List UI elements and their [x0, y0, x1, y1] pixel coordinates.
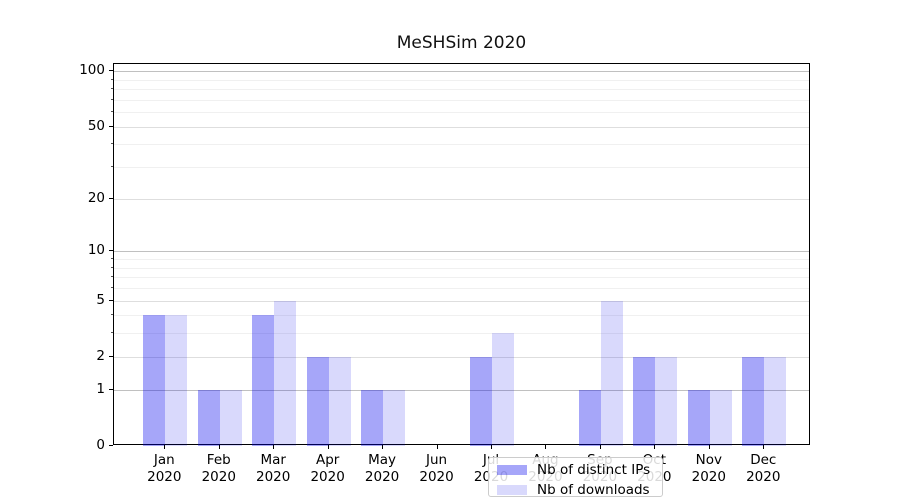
y-minor-tick-mark	[111, 78, 113, 80]
bar-distinct-ips	[361, 389, 384, 446]
bar-downloads	[165, 315, 188, 446]
y-minor-gridline	[114, 333, 809, 335]
legend-label-downloads: Nb of downloads	[537, 482, 650, 498]
y-minor-tick-mark	[111, 332, 113, 334]
x-tick-mark	[654, 445, 656, 449]
y-minor-gridline	[114, 315, 809, 317]
y-tick-label: 20	[87, 189, 105, 206]
y-minor-tick-mark	[111, 166, 113, 168]
y-tick-mark	[109, 70, 113, 72]
y-minor-tick-mark	[111, 314, 113, 316]
y-minor-gridline	[114, 287, 809, 289]
bar-downloads	[328, 356, 351, 446]
legend-label-distinct-ips: Nb of distinct IPs	[537, 462, 651, 478]
y-gridline	[114, 251, 809, 253]
x-tick-label: Feb 2020	[201, 452, 236, 485]
y-tick-label: 0	[96, 437, 105, 453]
y-gridline	[114, 300, 809, 302]
x-tick-label: Nov 2020	[691, 452, 726, 485]
bar-downloads	[274, 300, 297, 446]
y-tick-label: 10	[87, 242, 105, 259]
y-minor-tick-mark	[111, 111, 113, 113]
bar-downloads	[492, 333, 514, 446]
bar-distinct-ips	[742, 356, 765, 446]
y-minor-tick-mark	[111, 258, 113, 260]
x-tick-mark	[708, 445, 710, 449]
y-tick-mark	[109, 250, 113, 252]
x-tick-label: Apr 2020	[310, 452, 345, 485]
x-tick-mark	[436, 445, 438, 449]
y-gridline	[114, 389, 809, 391]
y-tick-label: 1	[96, 380, 105, 397]
legend-item-distinct-ips: Nb of distinct IPs	[489, 462, 662, 478]
y-tick-label: 2	[96, 347, 105, 364]
bar-distinct-ips	[633, 356, 656, 446]
y-minor-tick-mark	[111, 286, 113, 288]
chart-title: MeSHSim 2020	[396, 33, 527, 53]
y-minor-tick-mark	[111, 88, 113, 90]
y-minor-tick-mark	[111, 98, 113, 100]
y-tick-mark	[109, 125, 113, 127]
bar-downloads	[219, 389, 242, 446]
y-minor-gridline	[114, 259, 809, 261]
x-tick-label: Mar 2020	[256, 452, 291, 485]
y-minor-gridline	[114, 79, 809, 81]
bar-distinct-ips	[687, 389, 710, 446]
y-minor-gridline	[114, 89, 809, 91]
x-tick-mark	[763, 445, 765, 449]
bar-downloads	[600, 300, 623, 446]
x-tick-mark	[273, 445, 275, 449]
legend-item-downloads: Nb of downloads	[489, 482, 662, 498]
bar-distinct-ips	[143, 315, 166, 446]
bar-distinct-ips	[306, 356, 329, 446]
x-tick-mark	[491, 445, 492, 449]
bar-downloads	[764, 356, 787, 446]
y-tick-mark	[109, 355, 113, 357]
x-tick-mark	[382, 445, 384, 449]
x-tick-label: Jun 2020	[419, 452, 454, 485]
y-minor-gridline	[114, 99, 809, 101]
y-minor-gridline	[114, 144, 809, 146]
bar-downloads	[655, 356, 678, 446]
y-gridline	[114, 71, 809, 73]
x-tick-mark	[599, 445, 601, 449]
x-tick-label: May 2020	[364, 452, 400, 485]
bar-downloads	[709, 389, 732, 446]
y-tick-mark	[109, 388, 113, 390]
y-gridline	[114, 356, 809, 358]
y-tick-label: 100	[79, 62, 105, 79]
y-gridline	[114, 198, 809, 200]
y-minor-tick-mark	[111, 266, 113, 268]
y-gridline	[114, 126, 809, 128]
bar-distinct-ips	[470, 356, 492, 446]
bar-downloads	[383, 389, 406, 446]
bar-distinct-ips	[197, 389, 220, 446]
y-minor-gridline	[114, 112, 809, 114]
y-minor-gridline	[114, 267, 809, 269]
y-minor-gridline	[114, 277, 809, 279]
bar-distinct-ips	[578, 389, 601, 446]
legend-swatch-downloads-icon	[497, 485, 527, 495]
x-tick-label: Jan 2020	[147, 452, 182, 485]
y-tick-label: 50	[87, 117, 105, 134]
y-minor-tick-mark	[111, 143, 113, 145]
y-minor-tick-mark	[111, 276, 113, 278]
y-tick-label: 5	[96, 291, 105, 308]
plot-area: Nb of distinct IPs Nb of downloads	[113, 63, 810, 498]
x-tick-mark	[164, 445, 166, 449]
x-tick-mark	[545, 445, 547, 449]
x-tick-mark	[218, 445, 220, 449]
x-tick-label: Dec 2020	[746, 452, 781, 485]
legend: Nb of distinct IPs Nb of downloads	[488, 457, 663, 498]
y-tick-mark	[109, 445, 113, 446]
y-tick-mark	[109, 197, 113, 199]
bar-distinct-ips	[252, 315, 275, 446]
x-tick-mark	[327, 445, 329, 449]
legend-swatch-distinct-ips-icon	[497, 465, 527, 475]
y-tick-mark	[109, 299, 113, 301]
y-minor-gridline	[114, 167, 809, 169]
